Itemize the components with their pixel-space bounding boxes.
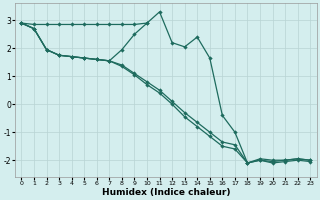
X-axis label: Humidex (Indice chaleur): Humidex (Indice chaleur) [101,188,230,197]
